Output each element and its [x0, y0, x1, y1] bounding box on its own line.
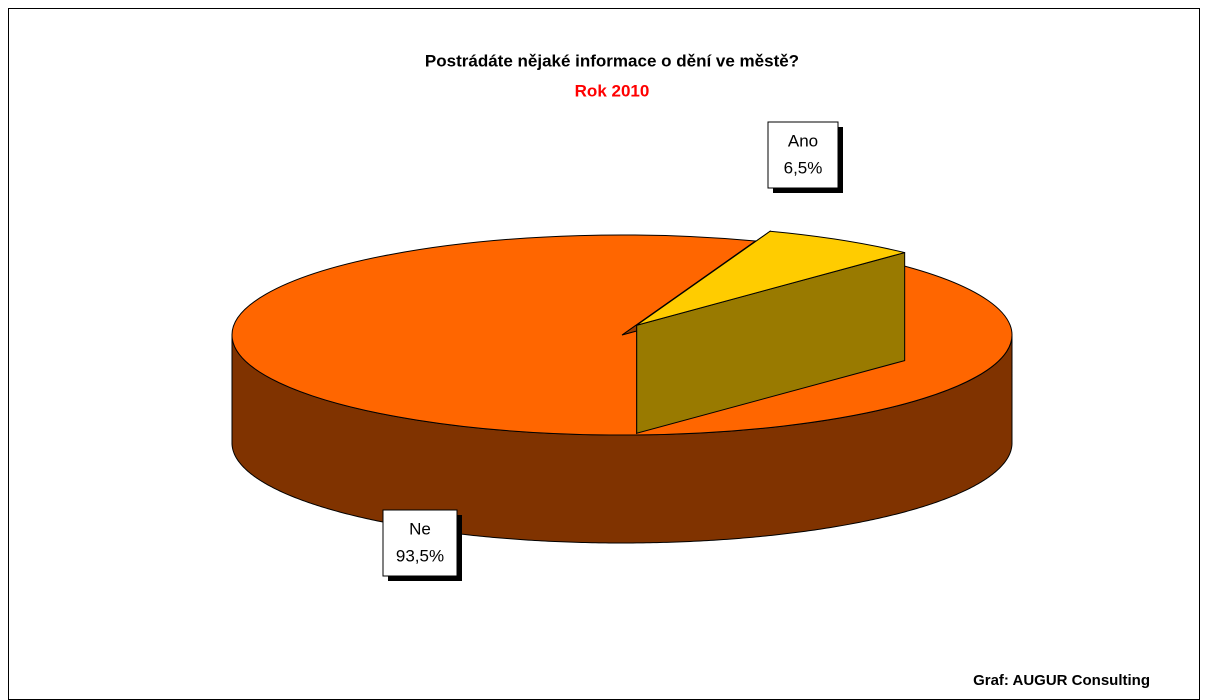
slice-top [636, 230, 905, 326]
slice [636, 230, 906, 435]
label-category: Ne [409, 519, 431, 538]
chart-subtitle: Rok 2010 [575, 81, 650, 100]
label-value: 93,5% [396, 546, 444, 565]
chart-title: Postrádáte nějaké informace o dění ve mě… [425, 51, 799, 70]
label-box [767, 121, 839, 189]
source: Graf: AUGUR Consulting [973, 672, 1150, 689]
label-category: Ano [788, 131, 818, 150]
label-value: 6,5% [784, 158, 823, 177]
label-box [382, 509, 458, 577]
